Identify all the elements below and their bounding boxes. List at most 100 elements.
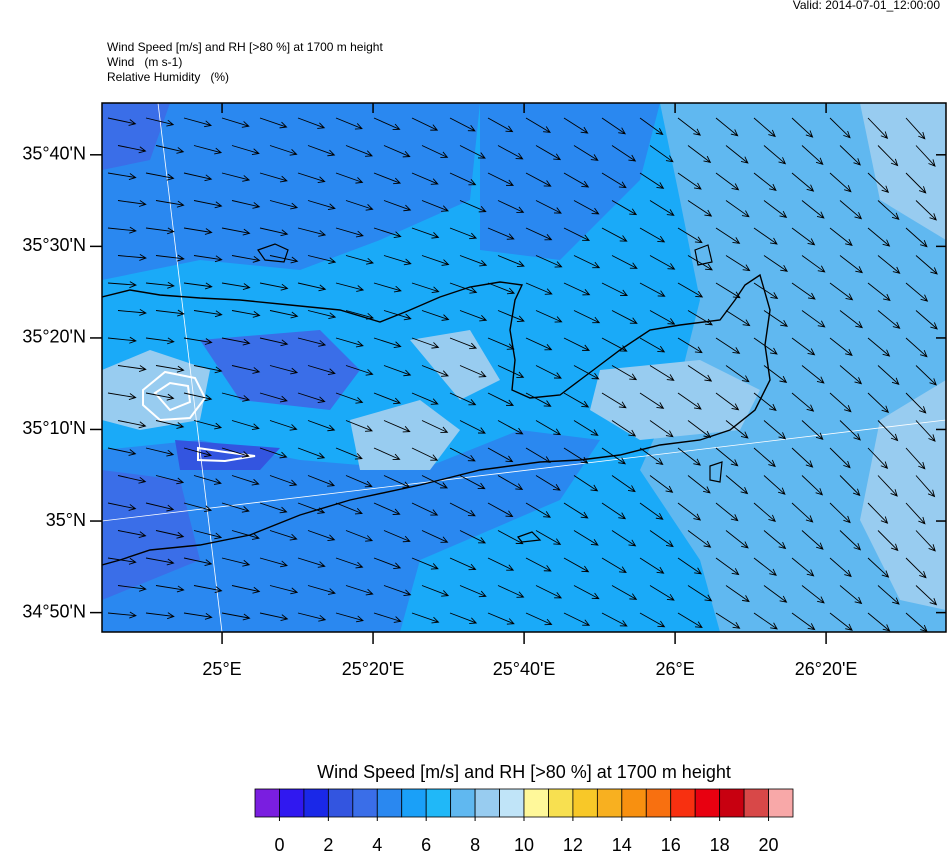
wind-arrow [411,392,439,405]
wind-arrow [715,612,741,629]
wind-arrow [449,227,478,240]
wind-arrow [497,310,525,322]
wind-arrow [829,557,852,578]
wind-arrow [867,227,891,247]
wind-arrow [145,447,175,457]
wind-arrow [677,557,702,575]
wind-arrow [345,145,373,157]
wind-arrow [269,365,299,375]
wind-arrow [763,365,788,383]
wind-arrow [155,309,185,317]
wind-arrow [259,172,288,183]
wind-arrow [753,227,778,245]
wind-arrow [383,420,411,433]
wind-arrow [411,612,440,624]
wind-arrow [421,145,449,158]
wind-arrow [345,530,374,542]
wind-arrow [383,585,412,597]
x-tick-label: 25°40'E [493,659,556,679]
wind-arrow [335,282,365,292]
wind-arrow [383,255,412,266]
wind-arrow [601,557,627,573]
wind-arrow [297,502,326,514]
wind-arrow [459,475,486,490]
wind-arrow [183,227,213,235]
wind-arrow [155,585,185,593]
wind-arrow [753,502,776,522]
field-patch [102,430,600,632]
wind-arrow [497,145,524,160]
wind-arrow [687,420,712,438]
wind-arrow [639,502,664,520]
wind-arrow [221,447,250,458]
wind-arrow [649,420,674,438]
wind-arrow [373,117,401,131]
colorbar-swatch [694,788,721,818]
wind-arrow [839,365,863,385]
wind-arrow [677,337,703,354]
wind-arrow [345,365,374,376]
wind-arrow [611,585,638,600]
wind-arrow [269,255,299,264]
wind-arrow [297,282,327,292]
wind-arrow [753,447,776,468]
wind-arrow [677,447,701,466]
colorbar-swatch [645,788,672,818]
wind-arrow [915,310,938,330]
wind-arrow [269,200,299,210]
wind-arrow [573,310,601,324]
wind-arrow [639,337,666,353]
wind-arrow [573,530,599,546]
wind-arrow [345,255,374,265]
wind-arrow [877,310,901,329]
wind-arrow [763,145,787,165]
wind-arrow [307,365,336,376]
wind-arrow [449,392,477,406]
wind-arrow [259,227,289,237]
wind-arrow [373,172,402,185]
y-tick-label: 35°40'N [22,144,86,164]
wind-arrow [307,145,336,157]
wind-arrow [231,530,260,540]
wind-arrow [877,530,899,552]
wind-arrow [725,365,750,383]
wind-arrow [867,392,890,414]
wind-arrow [231,420,260,431]
wind-arrow [183,392,213,402]
wind-arrow [867,447,889,469]
wind-arrow [459,585,487,598]
wind-arrow [753,612,778,630]
wind-arrow [915,365,937,386]
wind-arrow [791,447,814,468]
wind-arrow [373,337,402,348]
wind-arrow [725,585,750,603]
wind-arrow [307,475,336,487]
wind-arrow [867,117,889,139]
field-patch [410,330,500,400]
wind-arrow [155,200,185,208]
wind-arrow [155,475,185,485]
field-patch [480,103,660,260]
wind-arrow [231,475,260,486]
wind-arrow [753,392,777,412]
wind-arrow [601,392,627,409]
wind-arrow [193,475,222,485]
wind-arrow [905,392,927,414]
wind-arrow [307,255,337,265]
wind-arrow [611,310,638,324]
wind-arrow [905,172,927,194]
colorbar-tick-label: 12 [563,835,583,854]
wind-arrow [649,200,675,216]
wind-arrow [611,420,637,437]
wind-arrow [335,447,363,460]
wind-arrow [839,530,862,551]
wind-arrow [449,337,478,350]
wind-arrow [373,447,401,461]
wind-arrow [877,365,900,385]
wind-arrow [335,172,364,184]
wind-arrow [677,172,702,190]
wind-arrow [345,475,373,488]
wind-arrow [525,172,552,187]
wind-label: Wind (m s-1) [107,55,182,69]
